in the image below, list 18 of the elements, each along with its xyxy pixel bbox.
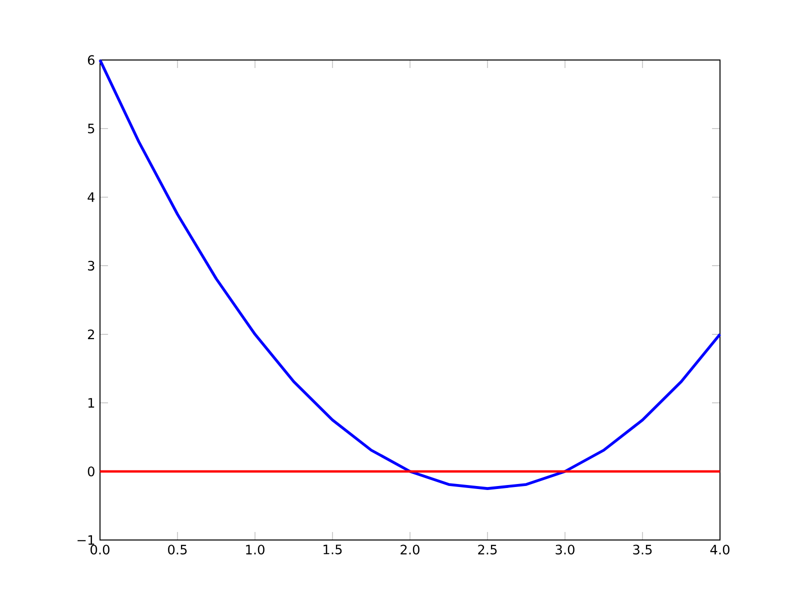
- y-tick-label: 3: [88, 260, 94, 271]
- line-series: [98, 58, 722, 490]
- x-tick-label: 4.0: [710, 544, 730, 555]
- x-tick-label: 2.5: [478, 544, 497, 555]
- x-tick-label: 1.0: [246, 544, 264, 555]
- y-tick-label: 4: [88, 192, 95, 202]
- x-tick-label: 3.0: [556, 544, 574, 555]
- y-tick-label: −1: [78, 535, 94, 545]
- y-tick-label: 1: [88, 398, 94, 408]
- x-tick-label: 0.0: [90, 544, 110, 555]
- y-tick-label: 2: [88, 330, 94, 340]
- y-tick-label: 0: [88, 466, 94, 476]
- y-tick-label: 5: [88, 124, 94, 134]
- y-tick-label: 6: [88, 55, 94, 65]
- x-tick-label: 2.0: [400, 544, 420, 555]
- x-tick-label: 0.5: [168, 544, 187, 555]
- x-tick-label: 1.5: [324, 544, 342, 554]
- x-tick-label: 3.5: [633, 544, 652, 555]
